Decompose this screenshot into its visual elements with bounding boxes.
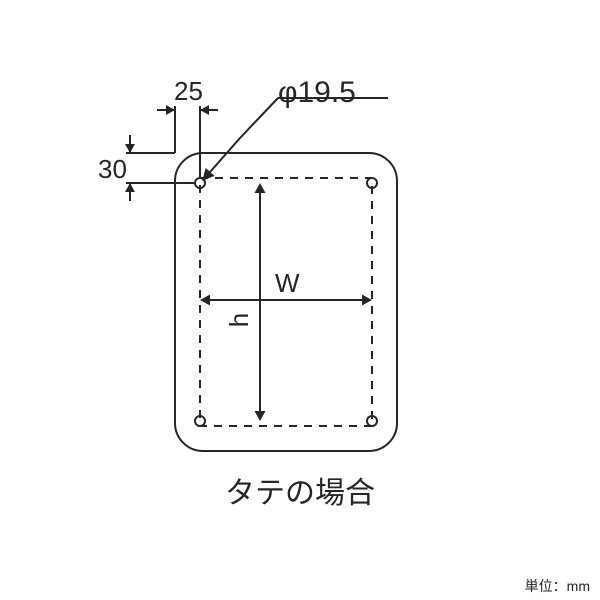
dim-height-label: h <box>224 313 254 327</box>
unit-label: 単位：mm <box>525 576 590 596</box>
diagram-stage: 25 30 φ19.5 Wh タテの場合 単位：mm <box>0 0 600 600</box>
dim-y-offset-value: 30 <box>98 154 127 184</box>
panel-inner-dashed <box>200 178 372 426</box>
dim-width-label: W <box>275 268 300 298</box>
dim-x-offset-value: 25 <box>174 76 203 106</box>
dim-diameter-value: φ19.5 <box>278 76 356 109</box>
caption-text: タテの場合 <box>0 468 600 512</box>
